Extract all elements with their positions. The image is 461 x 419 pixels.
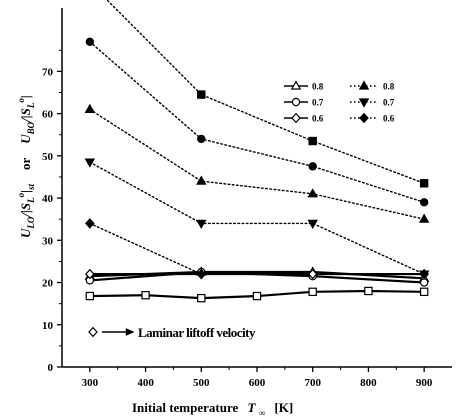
legend-marker-liftoff-0.6 xyxy=(291,112,301,124)
y-label-bottom-sub2: L xyxy=(26,197,36,204)
legend-marker-liftoff-0.7 xyxy=(291,97,301,107)
axes: 300 400 500 600 700 800 900 0 10 20 30 40 50 60 70 xyxy=(42,8,452,389)
data-point-liftoff-0.6-0 xyxy=(85,268,95,280)
data-point-liftoff-0.7-3 xyxy=(419,278,429,287)
legend-marker-blowout-0.6 xyxy=(359,112,369,124)
data-point-blowout-a-7-0 xyxy=(85,37,95,46)
x-tick-label-300: 300 xyxy=(82,377,99,389)
data-point-blowout-0.8-1 xyxy=(196,175,207,185)
y-tick-label-20: 20 xyxy=(42,278,54,290)
y-label-bottom-main: U xyxy=(18,228,33,238)
legend-label-blowout-0.8: 0.8 xyxy=(383,82,395,92)
y-label-bottom-mid: /|S xyxy=(18,203,33,218)
y-label-bottom-sub3: st xyxy=(26,184,36,192)
series-line-blowout-0.7 xyxy=(89,161,425,275)
y-axis-label: ULO/|SLo|storUBO/|SLo| xyxy=(16,95,36,238)
y-label-top-sub: BO xyxy=(26,121,36,135)
y-tick-label-50: 50 xyxy=(42,151,54,163)
x-tick-label-600: 600 xyxy=(249,377,266,389)
annotation: Laminar liftoff velocity xyxy=(88,325,257,340)
x-tick-label-400: 400 xyxy=(137,377,154,389)
data-point-blowout-0.8-3 xyxy=(418,213,430,223)
y-tick-label-10: 10 xyxy=(42,320,54,332)
x-tick-label-700: 700 xyxy=(304,377,321,389)
annotation-arrow-head xyxy=(125,328,135,336)
legend-label-liftoff-0.7: 0.7 xyxy=(312,98,324,108)
data-point-blowout-0.8-0 xyxy=(84,103,96,113)
data-point-blowout-b-8-3 xyxy=(419,179,429,188)
data-point-blowout-0.7-2 xyxy=(307,219,318,230)
data-point-blowout-a-7-3 xyxy=(419,198,429,207)
y-tick-label-30: 30 xyxy=(42,235,54,247)
y-tick-label-40: 40 xyxy=(42,193,54,205)
series-line-blowout-0.6 xyxy=(89,222,202,275)
x-tick-label-800: 800 xyxy=(360,377,377,389)
x-axis-subscript: ∞ xyxy=(259,408,265,418)
series-line-blowout-a-7 xyxy=(89,41,425,203)
x-tick-label-900: 900 xyxy=(416,377,433,389)
legend-label-liftoff-0.8: 0.8 xyxy=(312,82,324,92)
data-point-liftoff-base-3-1 xyxy=(141,291,150,300)
data-point-liftoff-base-3-0 xyxy=(85,291,95,301)
y-tick-label-70: 70 xyxy=(42,66,54,78)
data-point-liftoff-0.6-2 xyxy=(307,268,318,280)
legend-label-blowout-0.6: 0.6 xyxy=(383,114,395,124)
svg-text:Initial temperature T: Initial temperature T ∞ [K] xyxy=(132,400,293,419)
legend-marker-blowout-0.8 xyxy=(358,80,370,90)
legend-marker-blowout-0.7 xyxy=(358,98,370,108)
y-label-bottom-sub: LO xyxy=(26,216,36,229)
data-point-blowout-b-8-2 xyxy=(308,136,317,146)
series-line-blowout-0.8 xyxy=(89,108,425,220)
data-point-blowout-a-7-2 xyxy=(308,162,317,171)
data-point-blowout-0.7-0 xyxy=(84,158,96,168)
data-point-liftoff-base-3-5 xyxy=(364,286,373,296)
y-label-top-mid: /|S xyxy=(18,108,33,123)
annotation-text: Laminar liftoff velocity xyxy=(138,325,256,340)
y-label-bottom-sup: o xyxy=(16,192,26,197)
y-label-top-sub2: L xyxy=(26,102,36,109)
legend: 0.8 0.7 0.6 0.8 0.7 0.6 xyxy=(284,80,395,124)
y-label-bottom-end: | xyxy=(18,190,33,193)
series-lines xyxy=(88,0,426,300)
y-label-top-main: U xyxy=(18,134,33,144)
series-line-blowout-b-8 xyxy=(106,0,425,184)
data-point-blowout-0.8-2 xyxy=(307,188,318,198)
data-point-liftoff-base-3-4 xyxy=(308,287,317,297)
y-label-or: or xyxy=(18,158,33,171)
legend-label-liftoff-0.6: 0.6 xyxy=(312,114,324,124)
annotation-marker xyxy=(88,326,98,338)
x-axis-label-text: Initial temperature xyxy=(132,400,238,415)
y-label-top-end: | xyxy=(18,95,33,98)
data-point-liftoff-base-3-3 xyxy=(252,291,262,301)
legend-label-blowout-0.7: 0.7 xyxy=(383,98,395,108)
y-tick-label-60: 60 xyxy=(42,109,54,121)
x-axis-symbol: T xyxy=(248,400,257,415)
y-label-top-sup: o xyxy=(16,98,26,103)
svg-text:ULO/|SLo|storUBO/|SLo|: ULO/|SLo|storUBO/|SLo| xyxy=(16,95,36,238)
data-point-blowout-0.7-3 xyxy=(418,270,430,280)
data-point-liftoff-base-3-2 xyxy=(197,293,206,303)
y-tick-label-0: 0 xyxy=(48,362,54,374)
data-point-blowout-0.6-1 xyxy=(196,268,207,280)
data-point-blowout-0.6-0 xyxy=(85,218,95,229)
data-point-liftoff-base-3-6 xyxy=(419,287,429,297)
data-point-blowout-b-8-1 xyxy=(197,90,206,99)
series-markers xyxy=(84,37,430,303)
x-axis-label: Initial temperature T ∞ [K] xyxy=(132,400,293,419)
x-tick-label-500: 500 xyxy=(193,377,210,389)
x-axis-unit: [K] xyxy=(274,400,293,415)
legend-marker-liftoff-0.8 xyxy=(290,80,302,90)
data-point-blowout-a-7-1 xyxy=(197,134,206,144)
data-point-blowout-0.7-1 xyxy=(196,219,207,230)
